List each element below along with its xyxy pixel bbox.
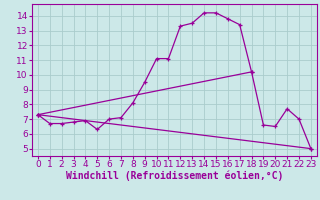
- X-axis label: Windchill (Refroidissement éolien,°C): Windchill (Refroidissement éolien,°C): [66, 171, 283, 181]
